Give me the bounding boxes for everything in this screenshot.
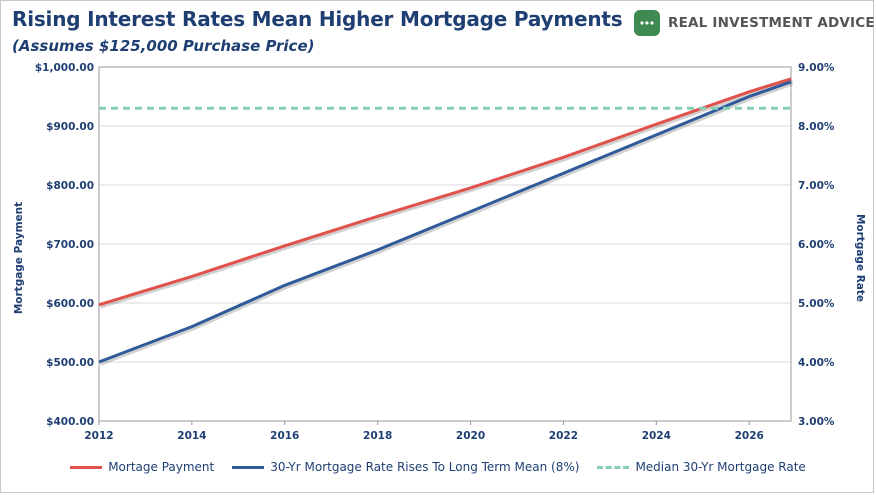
x-tick-label: 2024 <box>642 430 671 442</box>
legend-swatch-payment <box>70 465 103 469</box>
y-right-tick-label: 4.00% <box>798 357 835 369</box>
chart-title: Rising Interest Rates Mean Higher Mortga… <box>12 7 623 31</box>
y-right-tick-label: 7.00% <box>798 180 835 192</box>
y-axis-left-title: Mortgage Payment <box>13 202 25 314</box>
legend-label-median: Median 30-Yr Mortgage Rate <box>635 460 806 474</box>
y-left-tick-label: $500.00 <box>46 357 94 369</box>
y-right-tick-label: 3.00% <box>798 416 835 428</box>
x-tick-label: 2022 <box>549 430 578 442</box>
legend-swatch-median <box>597 465 630 469</box>
brand-name: REAL INVESTMENT ADVICE <box>668 15 875 31</box>
chart-subtitle: (Assumes $125,000 Purchase Price) <box>12 37 315 55</box>
y-right-tick-label: 5.00% <box>798 298 835 310</box>
series-shadow-0 <box>99 79 794 309</box>
series-line-0 <box>98 77 792 307</box>
x-tick-label: 2012 <box>84 430 113 442</box>
legend-label-payment: Mortage Payment <box>108 460 215 474</box>
legend: Mortage Payment 30-Yr Mortgage Rate Rise… <box>0 460 876 474</box>
y-left-tick-label: $700.00 <box>46 239 94 251</box>
axes: $400.00 3.00% $500.00 4.00% $600.00 5.00% $700… <box>35 62 835 442</box>
legend-label-rate: 30-Yr Mortgage Rate Rises To Long Term M… <box>270 460 580 474</box>
chart-logo-icon <box>634 10 660 36</box>
y-left-tick-label: $800.00 <box>46 180 94 192</box>
y-left-tick-label: $400.00 <box>46 416 94 428</box>
y-left-tick-label: $600.00 <box>46 298 94 310</box>
legend-item-payment: Mortage Payment <box>70 460 214 474</box>
x-tick-label: 2020 <box>456 430 485 442</box>
plot-border <box>98 66 792 422</box>
legend-item-rate: 30-Yr Mortgage Rate Rises To Long Term M… <box>232 460 579 474</box>
y-axis-right-title: Mortgage Rate <box>854 214 866 302</box>
series-line-1 <box>98 80 792 364</box>
y-left-tick-label: $900.00 <box>46 121 94 133</box>
y-right-tick-label: 8.00% <box>798 121 835 133</box>
grid <box>99 66 791 422</box>
x-tick-label: 2026 <box>735 430 764 442</box>
y-right-tick-label: 9.00% <box>798 62 835 74</box>
brand: REAL INVESTMENT ADVICE <box>634 10 875 36</box>
x-tick-label: 2016 <box>270 430 299 442</box>
series-layer <box>98 77 794 366</box>
y-left-tick-label: $1,000.00 <box>35 62 94 74</box>
y-right-tick-label: 6.00% <box>798 239 835 251</box>
x-tick-label: 2018 <box>363 430 392 442</box>
legend-item-median: Median 30-Yr Mortgage Rate <box>597 460 806 474</box>
x-tick-label: 2014 <box>177 430 206 442</box>
legend-swatch-rate <box>232 465 265 469</box>
series-shadow-1 <box>99 82 794 366</box>
